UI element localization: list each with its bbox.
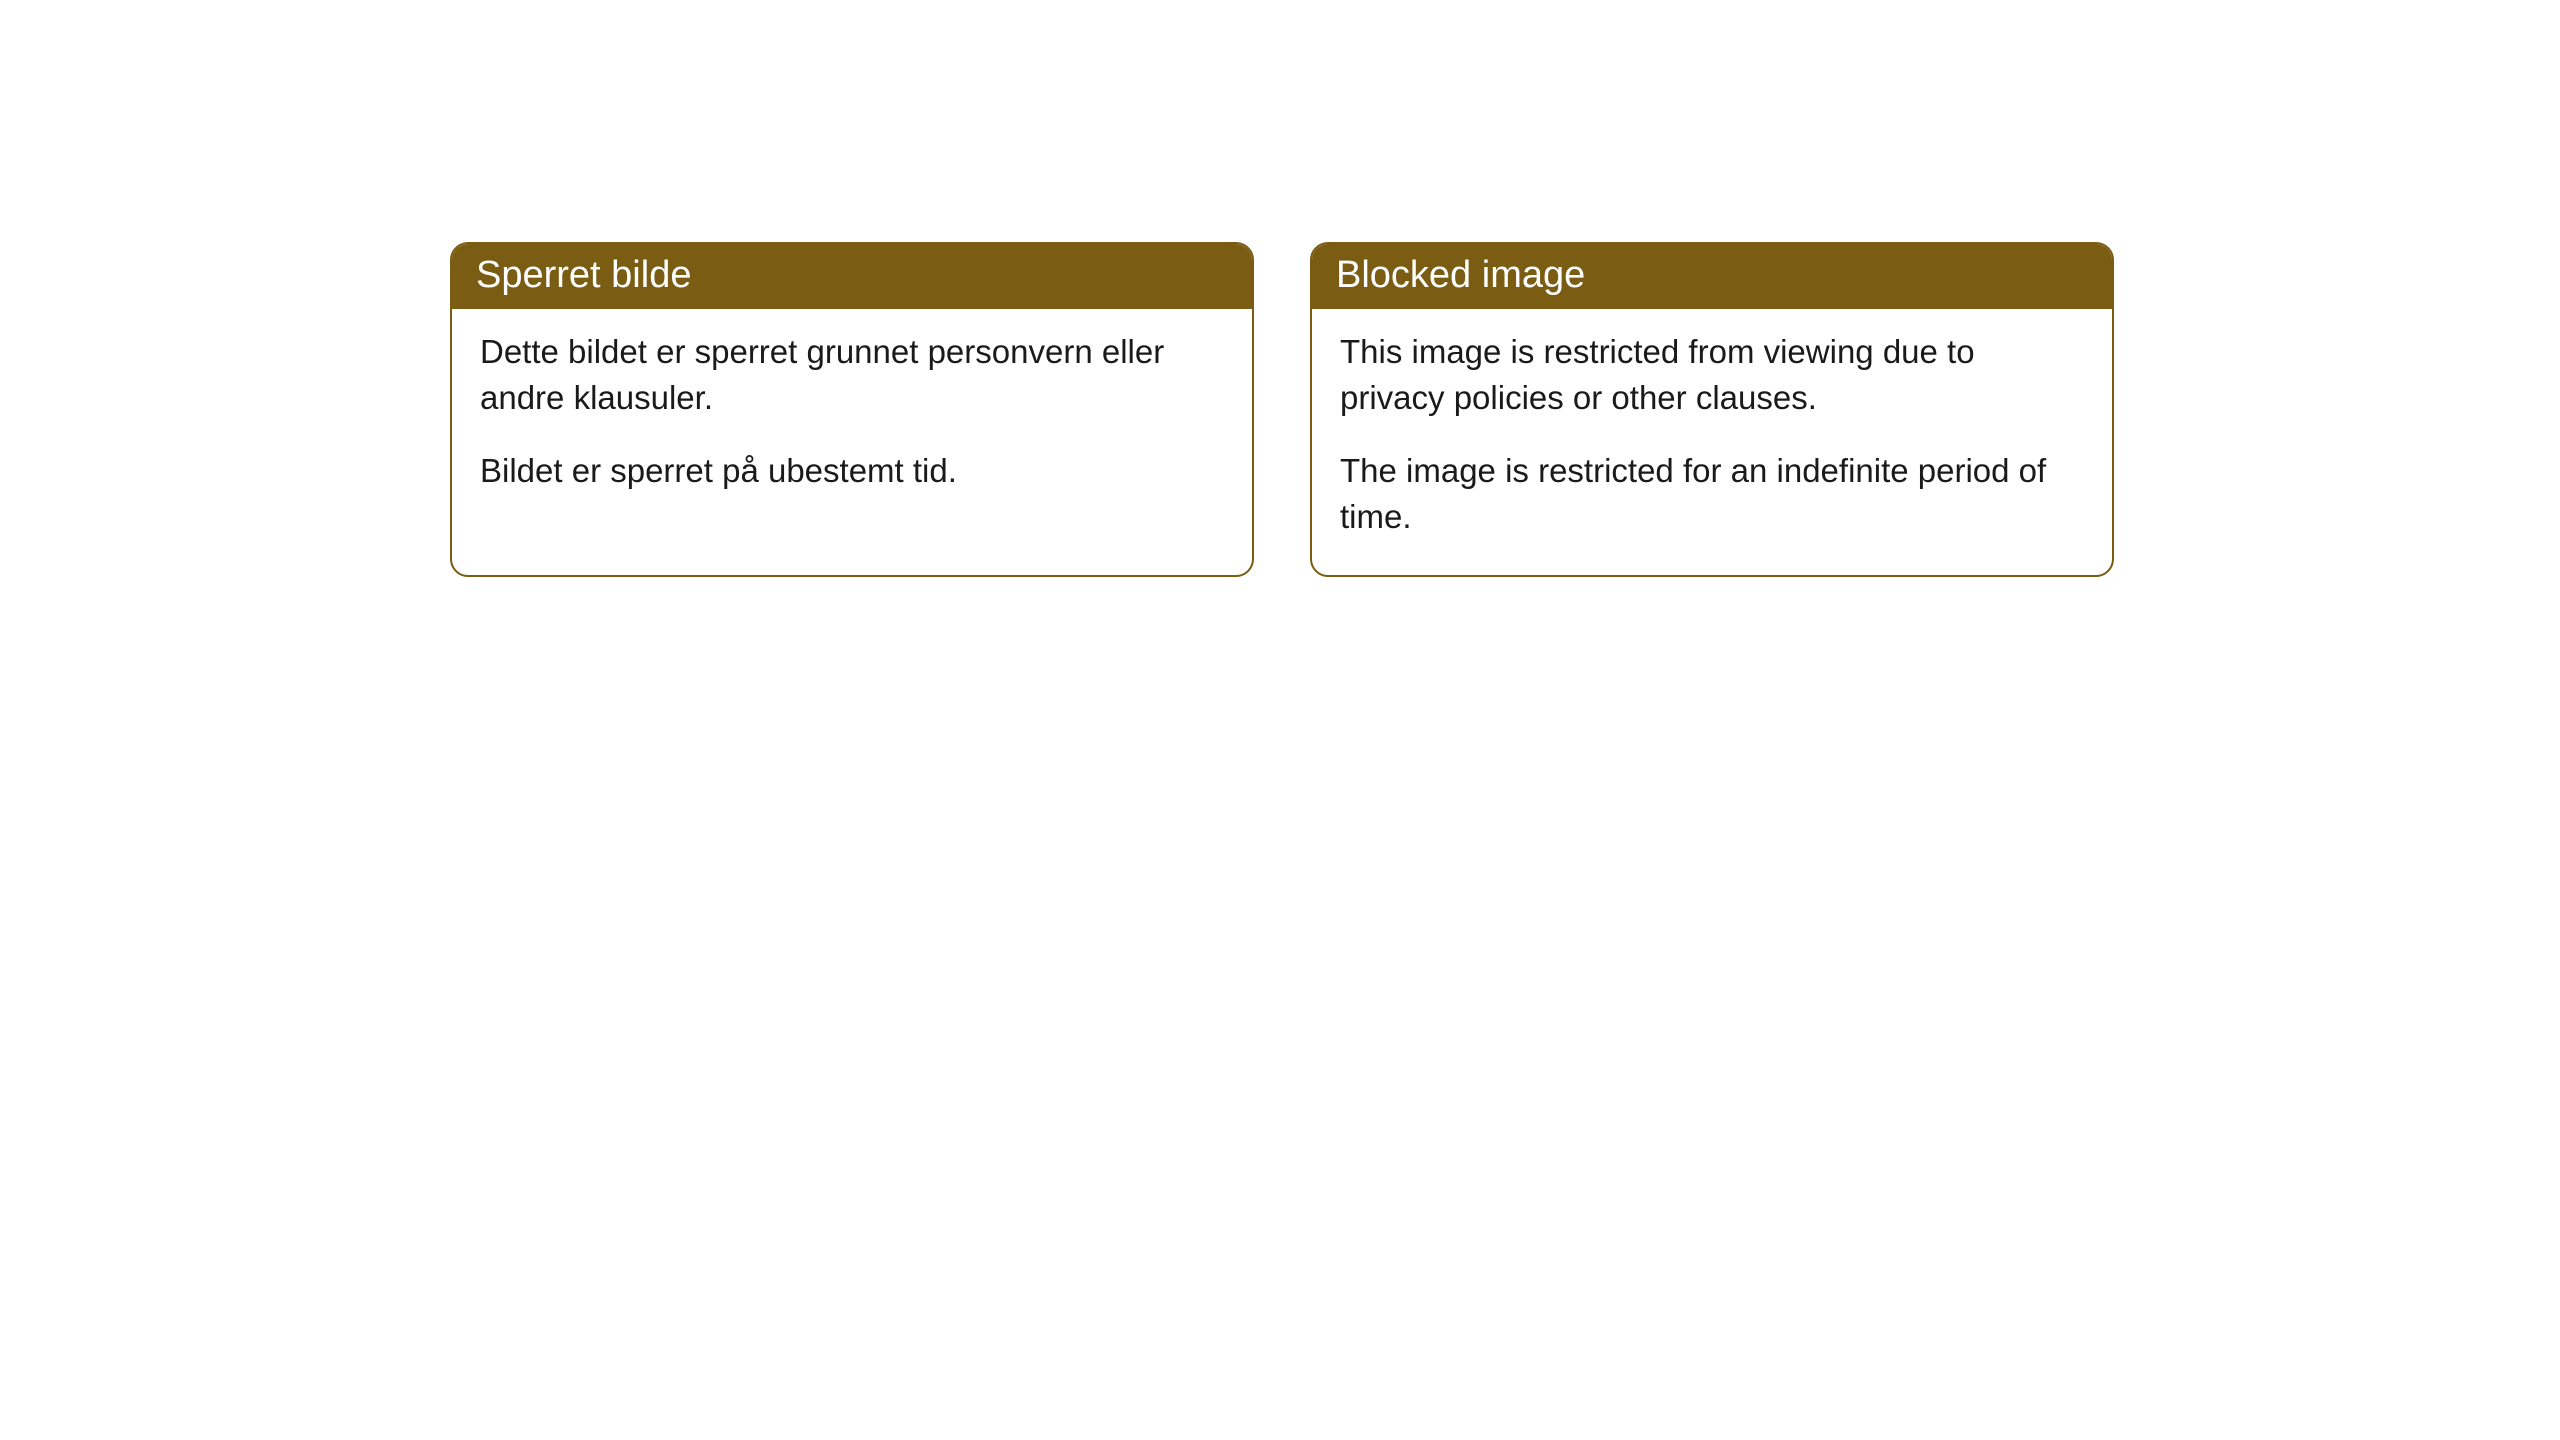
notice-container: Sperret bilde Dette bildet er sperret gr… [0,0,2560,577]
notice-body: Dette bildet er sperret grunnet personve… [452,309,1252,530]
notice-paragraph: The image is restricted for an indefinit… [1340,448,2084,539]
notice-title: Blocked image [1336,254,1585,296]
notice-paragraph: Bildet er sperret på ubestemt tid. [480,448,1224,494]
notice-header: Blocked image [1312,244,2112,309]
notice-header: Sperret bilde [452,244,1252,309]
notice-paragraph: Dette bildet er sperret grunnet personve… [480,329,1224,420]
notice-card-norwegian: Sperret bilde Dette bildet er sperret gr… [450,242,1254,577]
notice-title: Sperret bilde [476,254,691,296]
notice-card-english: Blocked image This image is restricted f… [1310,242,2114,577]
notice-body: This image is restricted from viewing du… [1312,309,2112,575]
notice-paragraph: This image is restricted from viewing du… [1340,329,2084,420]
